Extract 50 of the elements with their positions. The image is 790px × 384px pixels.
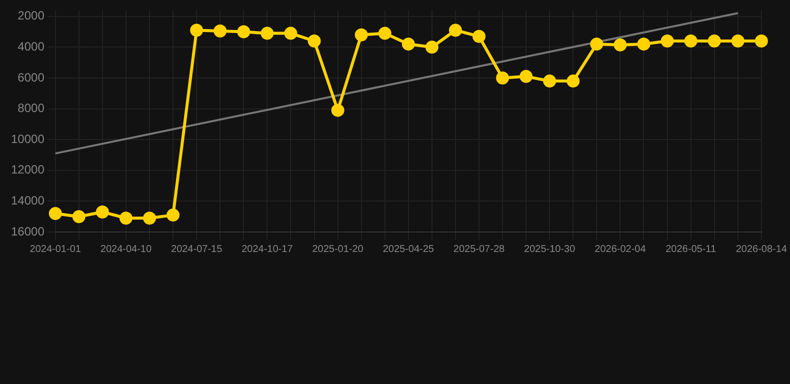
- point: [284, 26, 298, 40]
- x-tick-label: 2026-05-11: [666, 244, 716, 255]
- point: [472, 30, 486, 43]
- point: [237, 25, 250, 38]
- x-tick-label: 2024-01-01: [30, 244, 82, 255]
- point: [96, 205, 109, 218]
- x-tick-label: 2024-10-17: [242, 244, 294, 255]
- point: [520, 70, 533, 83]
- point: [637, 38, 650, 51]
- x-tick-label: 2026-08-14: [736, 244, 788, 255]
- point: [754, 34, 768, 48]
- point: [378, 26, 392, 40]
- y-tick-label: 16000: [10, 224, 45, 238]
- y-tick-label: 10000: [10, 132, 45, 146]
- point: [731, 34, 744, 48]
- y-tick-label: 14000: [10, 194, 45, 208]
- y-tick-label: 6000: [18, 70, 45, 84]
- x-tick-label: 2025-10-30: [524, 244, 576, 255]
- point: [614, 38, 627, 52]
- point: [72, 210, 86, 224]
- point: [190, 24, 204, 37]
- point: [308, 34, 321, 48]
- point: [331, 104, 344, 117]
- point: [143, 212, 156, 225]
- y-tick-label: 2000: [18, 8, 45, 23]
- point: [660, 34, 674, 48]
- x-tick-label: 2024-07-15: [171, 244, 223, 255]
- point: [260, 26, 274, 40]
- y-tick-label: 4000: [18, 39, 45, 54]
- y-tick-label: 8000: [18, 101, 45, 116]
- x-tick-label: 2025-01-20: [312, 244, 364, 255]
- point: [684, 34, 698, 48]
- point: [425, 40, 438, 54]
- point: [354, 28, 368, 42]
- point: [448, 24, 462, 37]
- point: [48, 207, 62, 220]
- point: [496, 71, 510, 84]
- point: [566, 74, 580, 88]
- point: [590, 38, 604, 51]
- point: [166, 208, 180, 222]
- point: [543, 74, 556, 88]
- point: [119, 212, 132, 225]
- x-tick-label: 2026-02-04: [594, 244, 646, 255]
- point: [214, 24, 227, 38]
- y-tick-label: 12000: [10, 162, 45, 177]
- x-tick-label: 2024-04-10: [100, 244, 152, 255]
- point: [708, 34, 721, 48]
- point: [402, 38, 415, 51]
- x-tick-label: 2025-04-25: [382, 244, 434, 255]
- x-tick-label: 2025-07-28: [453, 244, 506, 255]
